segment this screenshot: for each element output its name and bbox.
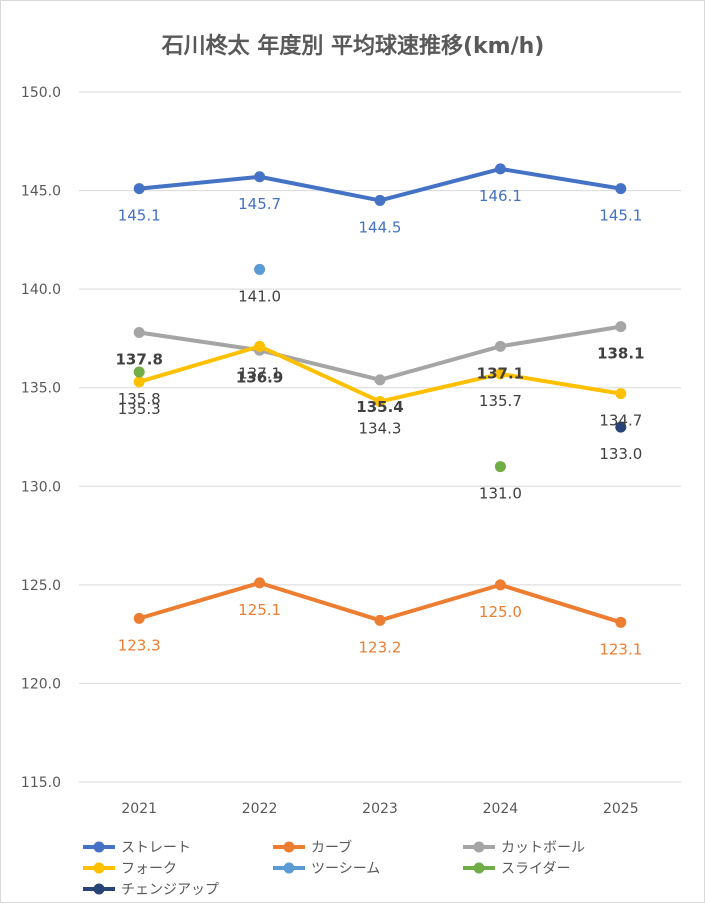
y-tick-label: 130.0 xyxy=(21,479,61,495)
legend-item: ストレート xyxy=(83,840,191,856)
data-label: 131.0 xyxy=(479,485,522,503)
y-axis-ticks: 150.0 145.0 140.0 135.0 130.0 125.0 120.0 115.0 xyxy=(21,85,61,791)
data-point xyxy=(615,388,627,400)
data-label: 145.1 xyxy=(599,207,642,225)
data-point xyxy=(133,183,145,195)
data-label: 145.7 xyxy=(238,195,281,213)
data-label: 138.1 xyxy=(597,345,644,363)
data-point xyxy=(615,321,627,333)
x-axis-ticks: 2021 2022 2023 2024 2025 xyxy=(121,801,638,817)
legend-item: ツーシーム xyxy=(273,861,380,877)
legend-label: ツーシーム xyxy=(311,861,380,877)
data-label: 134.7 xyxy=(599,412,642,430)
data-label: 144.5 xyxy=(359,218,402,236)
data-label: 125.1 xyxy=(238,601,281,619)
legend-item: カーブ xyxy=(273,839,352,856)
data-label: 125.0 xyxy=(479,603,522,621)
data-label: 123.1 xyxy=(599,640,642,658)
data-point xyxy=(374,194,386,206)
data-point xyxy=(494,163,506,175)
legend-marker xyxy=(93,862,105,874)
data-point xyxy=(133,366,145,378)
data-point xyxy=(254,340,266,352)
data-label: 137.8 xyxy=(115,351,162,369)
data-label: 145.1 xyxy=(118,207,161,225)
data-point xyxy=(374,614,386,626)
y-tick-label: 120.0 xyxy=(21,676,61,692)
legend-marker xyxy=(93,883,105,895)
y-tick-label: 125.0 xyxy=(21,578,61,594)
data-label: 136.9 xyxy=(236,368,283,386)
series-layer xyxy=(133,163,627,628)
chart-title: 石川柊太 年度別 平均球速推移(km/h) xyxy=(161,33,545,59)
data-point xyxy=(133,327,145,339)
series-6 xyxy=(133,366,506,473)
legend-label: カーブ xyxy=(311,839,352,856)
legend-label: カットボール xyxy=(501,840,585,856)
x-tick-label: 2025 xyxy=(603,801,639,817)
data-label: 133.0 xyxy=(599,445,642,463)
data-label: 137.1 xyxy=(238,364,281,382)
legend-label: ストレート xyxy=(121,840,191,856)
series-7 xyxy=(615,421,627,433)
data-label: 135.3 xyxy=(118,400,161,418)
data-point xyxy=(254,171,266,183)
data-point xyxy=(615,616,627,628)
data-label: 146.1 xyxy=(479,187,522,205)
legend-item: チェンジアップ xyxy=(83,882,219,898)
data-point xyxy=(615,183,627,195)
x-tick-label: 2023 xyxy=(362,801,398,817)
data-label: 134.3 xyxy=(359,420,402,438)
y-tick-label: 145.0 xyxy=(21,184,61,200)
legend-label: フォーク xyxy=(121,861,177,877)
y-tick-label: 115.0 xyxy=(21,775,61,791)
data-labels: 145.1 145.7 144.5 146.1 145.1 123.3 125.1 123.2… xyxy=(115,187,644,658)
x-tick-label: 2022 xyxy=(242,801,278,817)
series-2 xyxy=(133,577,627,628)
y-tick-label: 135.0 xyxy=(21,381,61,397)
series-3 xyxy=(133,321,627,386)
data-point xyxy=(254,263,266,275)
series-5 xyxy=(254,263,266,275)
data-point xyxy=(133,376,145,388)
data-label: 141.0 xyxy=(238,287,281,305)
data-label: 123.3 xyxy=(118,636,161,654)
legend-marker xyxy=(283,862,295,874)
legend-marker xyxy=(473,862,485,874)
legend-marker xyxy=(93,841,105,853)
legend-label: チェンジアップ xyxy=(121,882,219,898)
data-point xyxy=(254,577,266,589)
legend-item: スライダー xyxy=(463,861,570,877)
data-point xyxy=(494,368,506,380)
data-point xyxy=(615,421,627,433)
data-point xyxy=(494,461,506,473)
data-point xyxy=(374,374,386,386)
data-point xyxy=(374,396,386,408)
x-tick-label: 2024 xyxy=(483,801,519,817)
data-label: 123.2 xyxy=(359,638,402,656)
data-label: 137.1 xyxy=(477,364,524,382)
data-point xyxy=(133,612,145,624)
y-tick-label: 140.0 xyxy=(21,282,61,298)
series-4 xyxy=(133,340,627,408)
legend-item: フォーク xyxy=(83,861,177,877)
legend-item: カットボール xyxy=(463,840,585,856)
series-line xyxy=(137,344,623,404)
data-label: 135.7 xyxy=(479,392,522,410)
data-label: 135.8 xyxy=(118,390,161,408)
data-label: 135.4 xyxy=(356,398,403,416)
legend-label: スライダー xyxy=(501,861,570,877)
data-point xyxy=(494,579,506,591)
series-line xyxy=(137,324,623,382)
x-tick-label: 2021 xyxy=(121,801,157,817)
gridlines xyxy=(79,91,681,783)
data-point xyxy=(494,340,506,352)
y-tick-label: 150.0 xyxy=(21,85,61,101)
series-1 xyxy=(133,163,627,206)
legend-marker xyxy=(283,841,295,853)
legend-marker xyxy=(473,841,485,853)
